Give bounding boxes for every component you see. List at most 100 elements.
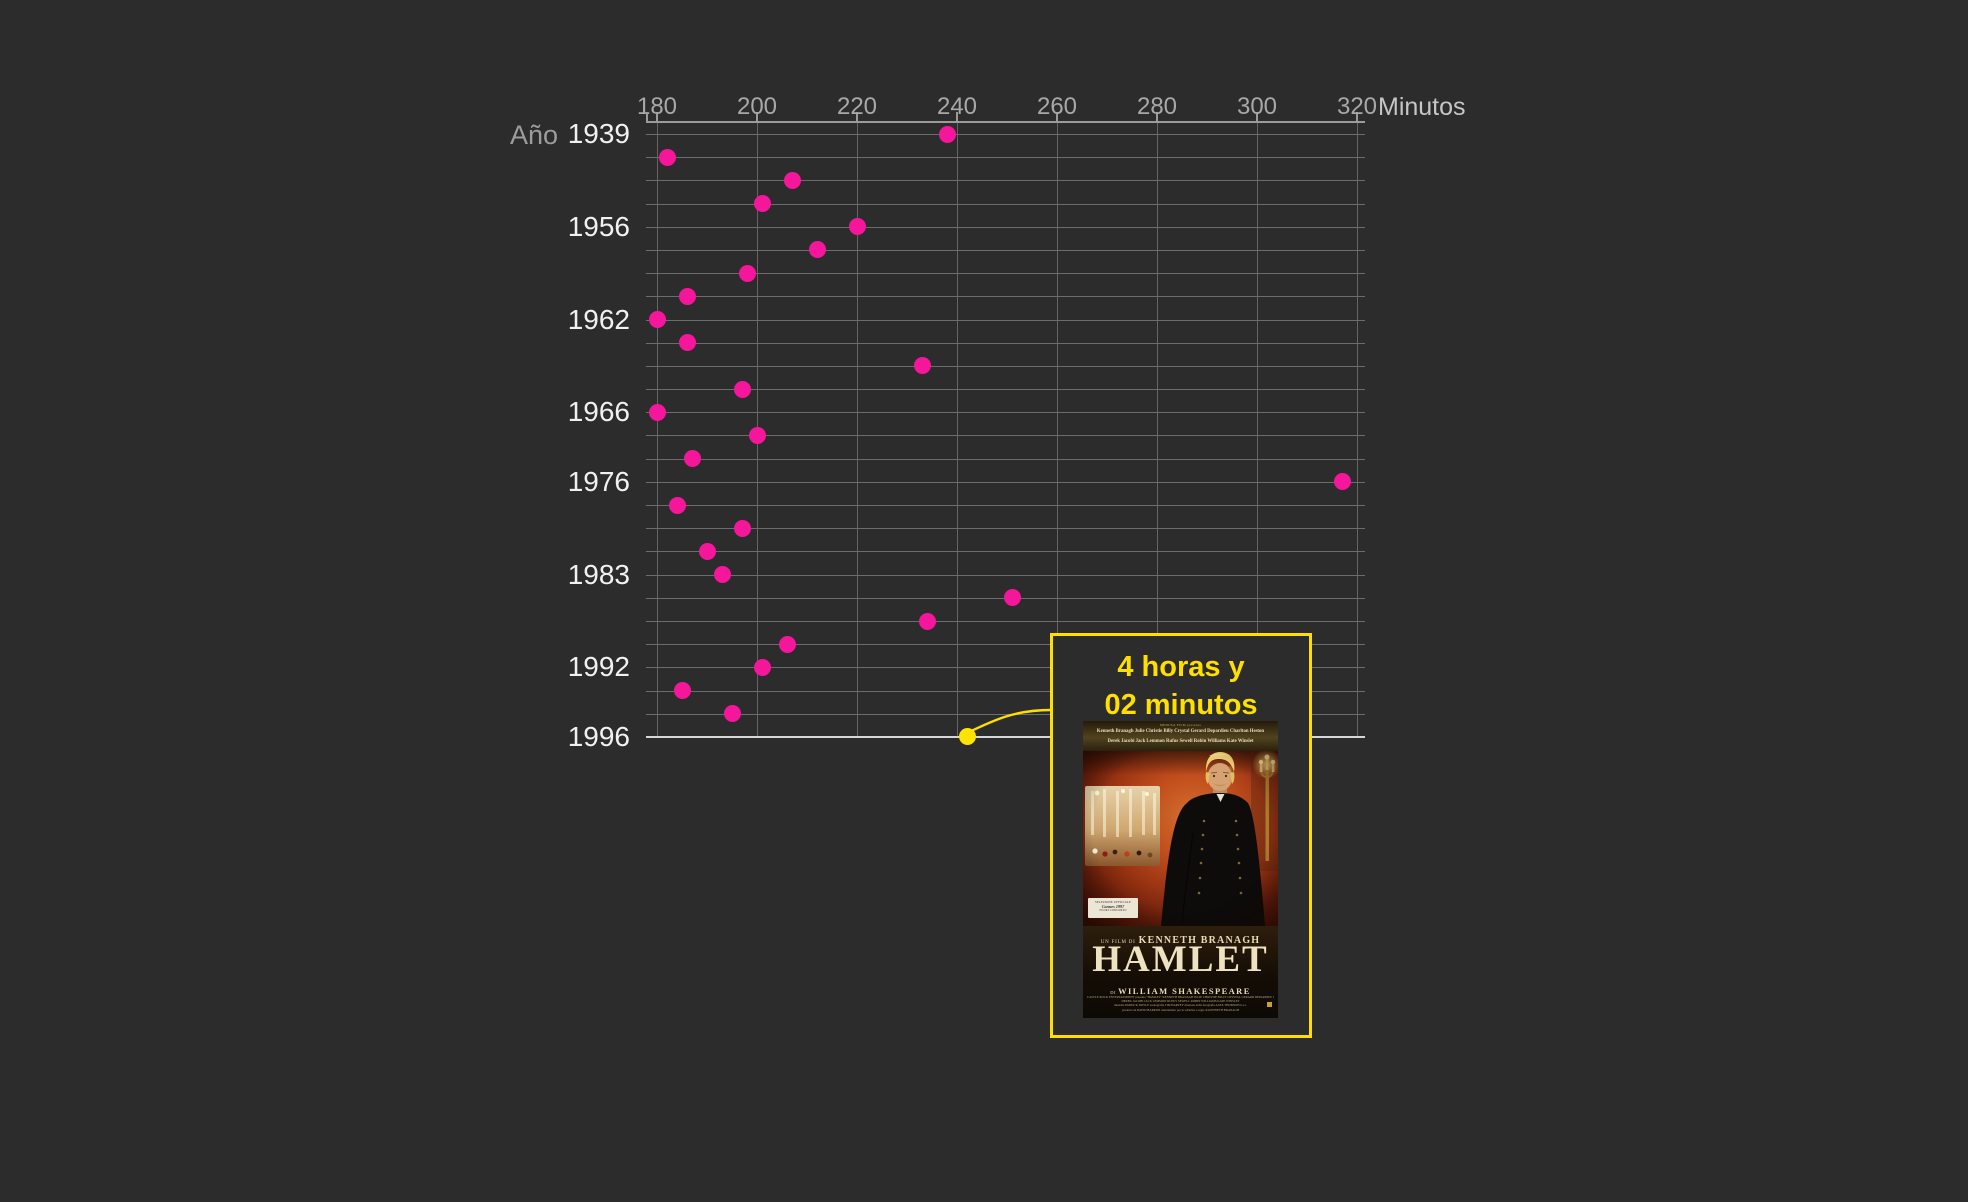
grid-row-line — [646, 249, 1365, 251]
x-axis-tick-label: 320 — [1336, 93, 1378, 120]
data-point — [658, 148, 676, 166]
poster-cast-line1: Kenneth Branagh Julie Christie Billy Cry… — [1096, 729, 1265, 734]
grid-row-line — [646, 134, 1365, 135]
grid-row-line — [646, 389, 1365, 391]
data-point — [648, 311, 666, 329]
poster-credits-line: prodotto da DAVID BARRON adattamento per… — [1122, 1007, 1239, 1012]
grid-row-line — [646, 528, 1365, 530]
y-axis-title: Año — [509, 120, 558, 150]
x-axis-tick — [956, 112, 958, 121]
grid-row-line — [646, 458, 1365, 460]
grid-row-line — [646, 342, 1365, 344]
grid-column-line — [957, 122, 958, 737]
data-point — [1333, 473, 1351, 491]
grid-column-line — [1257, 122, 1258, 737]
year-label-1992: 1992 — [567, 651, 630, 683]
stamp-line1: SELEZIONE UFFICIALE — [1094, 899, 1132, 904]
stamp-line3: FUORI CONCORSO — [1099, 908, 1127, 912]
highlighted-row-gridline — [646, 735, 1365, 738]
year-label-1962: 1962 — [567, 303, 630, 335]
data-point — [698, 542, 716, 560]
stamp-line2: Cannes 1997 — [1101, 903, 1125, 909]
grid-column-line — [1157, 122, 1158, 737]
data-point — [748, 426, 766, 444]
grid-column-line — [657, 122, 658, 737]
grid-row-line — [646, 505, 1365, 507]
x-axis-tick-label: 300 — [1236, 93, 1278, 120]
year-label-1976: 1976 — [567, 465, 630, 497]
grid-row-line — [646, 574, 1365, 576]
x-axis-tick-label: 280 — [1136, 93, 1178, 120]
grid-row-line — [646, 412, 1365, 414]
x-axis-tick-label: 220 — [836, 93, 878, 120]
grid-row-line — [646, 713, 1365, 715]
data-point — [648, 403, 666, 421]
grid-row-line — [646, 435, 1365, 437]
x-axis-tick-label: 180 — [636, 93, 678, 120]
poster-title-block: UN FILM DI KENNETH BRANAGH HAMLET DI WILLI… — [1083, 926, 1278, 1018]
data-point — [848, 218, 866, 236]
poster-title: HAMLET — [1092, 939, 1269, 980]
data-point — [753, 195, 771, 213]
data-point — [778, 635, 796, 653]
data-point — [1003, 589, 1021, 607]
data-point — [738, 264, 756, 282]
grid-column-line — [1357, 122, 1358, 737]
duration-label: 4 horas y 02 minutos — [1053, 648, 1309, 724]
poster-cast-band: MEDUSA FILM presenta Kenneth Branagh Jul… — [1083, 721, 1278, 751]
x-axis-tick — [656, 112, 658, 121]
x-axis-tick — [1356, 112, 1358, 121]
grid-row-line — [646, 273, 1365, 275]
poster-credits-line: DEREK JACOBI JACK LEMMON RUFUS SEWELL RO… — [1121, 999, 1240, 1004]
data-point — [918, 612, 936, 630]
year-label-1966: 1966 — [567, 396, 630, 428]
data-point — [733, 380, 751, 398]
grid-column-line — [1057, 122, 1058, 737]
data-point — [678, 334, 696, 352]
x-axis-tick — [1256, 112, 1258, 121]
x-axis-tick — [1056, 112, 1058, 121]
year-label-1983: 1983 — [567, 558, 630, 590]
data-point — [753, 658, 771, 676]
poster-artwork-scene — [1083, 751, 1278, 926]
grid-row-line — [646, 319, 1365, 321]
x-axis-tick-label: 200 — [736, 93, 778, 120]
data-point — [938, 125, 956, 143]
hamlet-movie-poster: MEDUSA FILM presenta Kenneth Branagh Jul… — [1083, 721, 1278, 1018]
grid-row-line — [646, 203, 1365, 205]
x-axis-tick — [1156, 112, 1158, 121]
duration-line1: 4 horas y — [1117, 651, 1245, 683]
cannes-selection-stamp: SELEZIONE UFFICIALE Cannes 1997 FUORI CO… — [1088, 898, 1138, 918]
poster-film-by-line: UN FILM DI KENNETH BRANAGH — [1083, 930, 1278, 948]
data-point — [673, 682, 691, 700]
callout-box: 4 horas y 02 minutos MEDUSA FILM present… — [1050, 633, 1312, 1038]
data-point — [713, 566, 731, 584]
grid-row-line — [646, 621, 1365, 623]
poster-cast-line2: Derek Jacobi Jack Lemmon Rufus Sewell Ro… — [1107, 738, 1254, 744]
poster-credits-block: CASTLE ROCK ENTERTAINMENT presenta "HAML… — [1087, 995, 1274, 1012]
data-point — [913, 357, 931, 375]
poster-credits-line: musiche PATRICK DOYLE scenografie TIM HA… — [1114, 1003, 1247, 1008]
year-label-1996: 1996 — [567, 720, 630, 752]
x-axis-tick — [646, 112, 648, 121]
poster-author-prefix: DI — [1110, 990, 1117, 995]
poster-author-name: WILLIAM SHAKESPEARE — [1118, 986, 1251, 996]
data-point — [733, 519, 751, 537]
x-axis-tick-label: 260 — [1036, 93, 1078, 120]
poster-author-line: DI WILLIAM SHAKESPEARE — [1083, 981, 1278, 999]
data-point — [723, 705, 741, 723]
data-point — [678, 287, 696, 305]
year-label-1939: 1939 — [567, 118, 630, 149]
data-point — [683, 450, 701, 468]
grid-row-line — [646, 667, 1365, 669]
grid-row-line — [646, 296, 1365, 298]
x-axis-tick-label: 240 — [936, 93, 978, 120]
highlight-data-point — [958, 728, 976, 746]
data-point — [808, 241, 826, 259]
poster-film-by-prefix: UN FILM DI — [1100, 940, 1136, 945]
grid-column-line — [857, 122, 858, 737]
grid-row-line — [646, 180, 1365, 182]
grid-row-line — [646, 551, 1365, 553]
